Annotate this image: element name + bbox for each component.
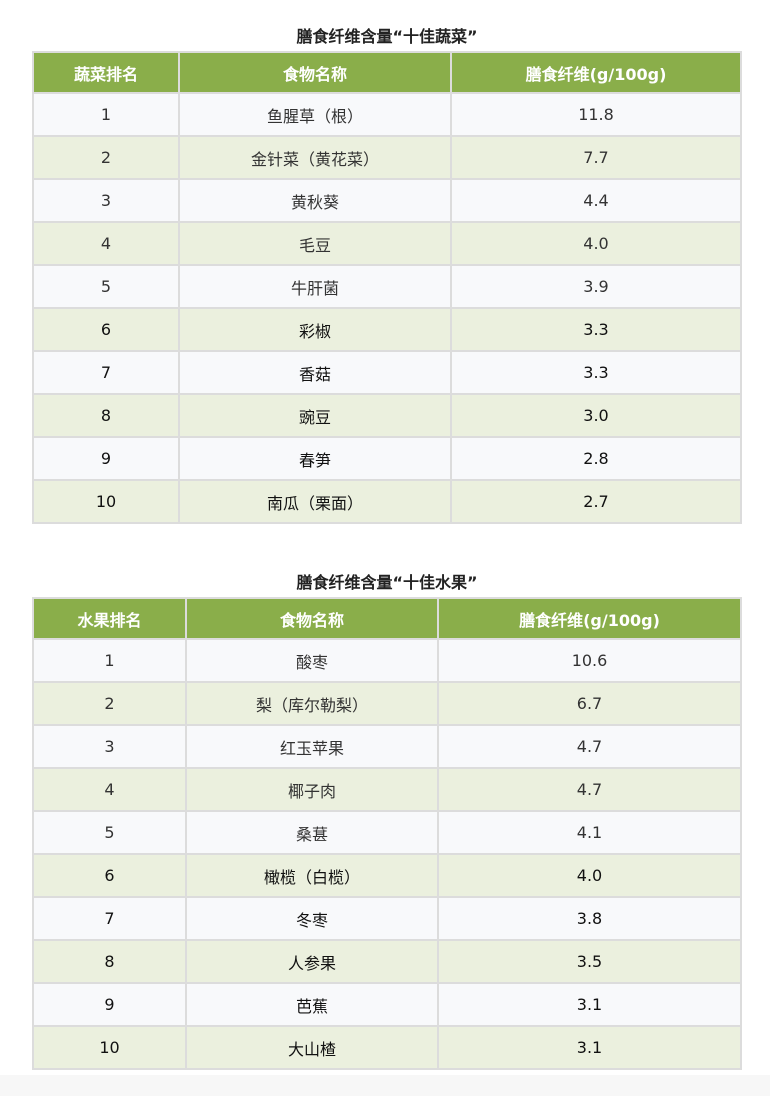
food-name-cell: 大山楂 xyxy=(185,1025,439,1070)
fiber-cell: 3.8 xyxy=(437,896,742,941)
fiber-cell: 4.7 xyxy=(437,767,742,812)
food-name-cell: 彩椒 xyxy=(178,307,452,352)
food-name-cell: 黄秋葵 xyxy=(178,178,452,223)
table-row: 10 大山楂 3.1 xyxy=(32,1025,742,1070)
rank-cell: 7 xyxy=(32,350,180,395)
food-name-cell: 鱼腥草（根） xyxy=(178,92,452,137)
fiber-cell: 6.7 xyxy=(437,681,742,726)
fiber-cell: 11.8 xyxy=(450,92,742,137)
table-row: 6 彩椒 3.3 xyxy=(32,307,742,352)
fruit-fiber-table: 水果排名 食物名称 膳食纤维(g/100g) 1 酸枣 10.6 2 梨（库尔勒梨） 6.… xyxy=(32,597,742,1070)
table-header-row: 水果排名 食物名称 膳食纤维(g/100g) xyxy=(32,597,742,640)
table-row: 3 红玉苹果 4.7 xyxy=(32,724,742,769)
food-name-cell: 冬枣 xyxy=(185,896,439,941)
food-name-cell: 春笋 xyxy=(178,436,452,481)
table-row: 5 牛肝菌 3.9 xyxy=(32,264,742,309)
rank-cell: 1 xyxy=(32,638,187,683)
table-row: 2 金针菜（黄花菜） 7.7 xyxy=(32,135,742,180)
table-row: 10 南瓜（栗面） 2.7 xyxy=(32,479,742,524)
table-row: 8 豌豆 3.0 xyxy=(32,393,742,438)
table-row: 2 梨（库尔勒梨） 6.7 xyxy=(32,681,742,726)
food-name-cell: 香菇 xyxy=(178,350,452,395)
fiber-cell: 4.7 xyxy=(437,724,742,769)
fiber-cell: 4.1 xyxy=(437,810,742,855)
header-food-name: 食物名称 xyxy=(185,597,439,640)
fiber-cell: 3.1 xyxy=(437,982,742,1027)
table-row: 1 鱼腥草（根） 11.8 xyxy=(32,92,742,137)
rank-cell: 3 xyxy=(32,724,187,769)
fiber-cell: 3.5 xyxy=(437,939,742,984)
fiber-cell: 4.4 xyxy=(450,178,742,223)
header-food-name: 食物名称 xyxy=(178,51,452,94)
rank-cell: 3 xyxy=(32,178,180,223)
fiber-cell: 7.7 xyxy=(450,135,742,180)
rank-cell: 4 xyxy=(32,221,180,266)
rank-cell: 8 xyxy=(32,393,180,438)
rank-cell: 8 xyxy=(32,939,187,984)
fiber-cell: 3.3 xyxy=(450,350,742,395)
header-fiber: 膳食纤维(g/100g) xyxy=(450,51,742,94)
fiber-cell: 3.1 xyxy=(437,1025,742,1070)
table-row: 4 椰子肉 4.7 xyxy=(32,767,742,812)
table-row: 6 橄榄（白榄） 4.0 xyxy=(32,853,742,898)
rank-cell: 2 xyxy=(32,681,187,726)
bottom-shade xyxy=(0,1075,770,1096)
fiber-cell: 3.0 xyxy=(450,393,742,438)
table-row: 4 毛豆 4.0 xyxy=(32,221,742,266)
veg-fiber-table: 蔬菜排名 食物名称 膳食纤维(g/100g) 1 鱼腥草（根） 11.8 2 金针菜（黄… xyxy=(32,51,742,524)
food-name-cell: 桑葚 xyxy=(185,810,439,855)
table-row: 5 桑葚 4.1 xyxy=(32,810,742,855)
header-fiber: 膳食纤维(g/100g) xyxy=(437,597,742,640)
fiber-cell: 4.0 xyxy=(450,221,742,266)
veg-table-title: 膳食纤维含量“十佳蔬菜” xyxy=(296,27,478,46)
food-name-cell: 南瓜（栗面） xyxy=(178,479,452,524)
rank-cell: 9 xyxy=(32,982,187,1027)
rank-cell: 9 xyxy=(32,436,180,481)
header-rank: 蔬菜排名 xyxy=(32,51,180,94)
table-row: 3 黄秋葵 4.4 xyxy=(32,178,742,223)
table-row: 8 人参果 3.5 xyxy=(32,939,742,984)
fiber-cell: 3.3 xyxy=(450,307,742,352)
table-row: 7 冬枣 3.8 xyxy=(32,896,742,941)
food-name-cell: 牛肝菌 xyxy=(178,264,452,309)
table-row: 9 春笋 2.8 xyxy=(32,436,742,481)
food-name-cell: 毛豆 xyxy=(178,221,452,266)
rank-cell: 4 xyxy=(32,767,187,812)
rank-cell: 10 xyxy=(32,479,180,524)
rank-cell: 5 xyxy=(32,264,180,309)
rank-cell: 10 xyxy=(32,1025,187,1070)
food-name-cell: 红玉苹果 xyxy=(185,724,439,769)
table-row: 7 香菇 3.3 xyxy=(32,350,742,395)
rank-cell: 1 xyxy=(32,92,180,137)
food-name-cell: 金针菜（黄花菜） xyxy=(178,135,452,180)
food-name-cell: 人参果 xyxy=(185,939,439,984)
table-row: 1 酸枣 10.6 xyxy=(32,638,742,683)
food-name-cell: 豌豆 xyxy=(178,393,452,438)
table-header-row: 蔬菜排名 食物名称 膳食纤维(g/100g) xyxy=(32,51,742,94)
table-row: 9 芭蕉 3.1 xyxy=(32,982,742,1027)
food-name-cell: 梨（库尔勒梨） xyxy=(185,681,439,726)
food-name-cell: 橄榄（白榄） xyxy=(185,853,439,898)
rank-cell: 2 xyxy=(32,135,180,180)
rank-cell: 5 xyxy=(32,810,187,855)
header-rank: 水果排名 xyxy=(32,597,187,640)
fruit-table-title: 膳食纤维含量“十佳水果” xyxy=(296,573,478,592)
rank-cell: 6 xyxy=(32,307,180,352)
food-name-cell: 芭蕉 xyxy=(185,982,439,1027)
fiber-cell: 10.6 xyxy=(437,638,742,683)
fiber-cell: 2.7 xyxy=(450,479,742,524)
fiber-cell: 2.8 xyxy=(450,436,742,481)
fiber-cell: 4.0 xyxy=(437,853,742,898)
rank-cell: 7 xyxy=(32,896,187,941)
food-name-cell: 椰子肉 xyxy=(185,767,439,812)
rank-cell: 6 xyxy=(32,853,187,898)
fiber-cell: 3.9 xyxy=(450,264,742,309)
food-name-cell: 酸枣 xyxy=(185,638,439,683)
